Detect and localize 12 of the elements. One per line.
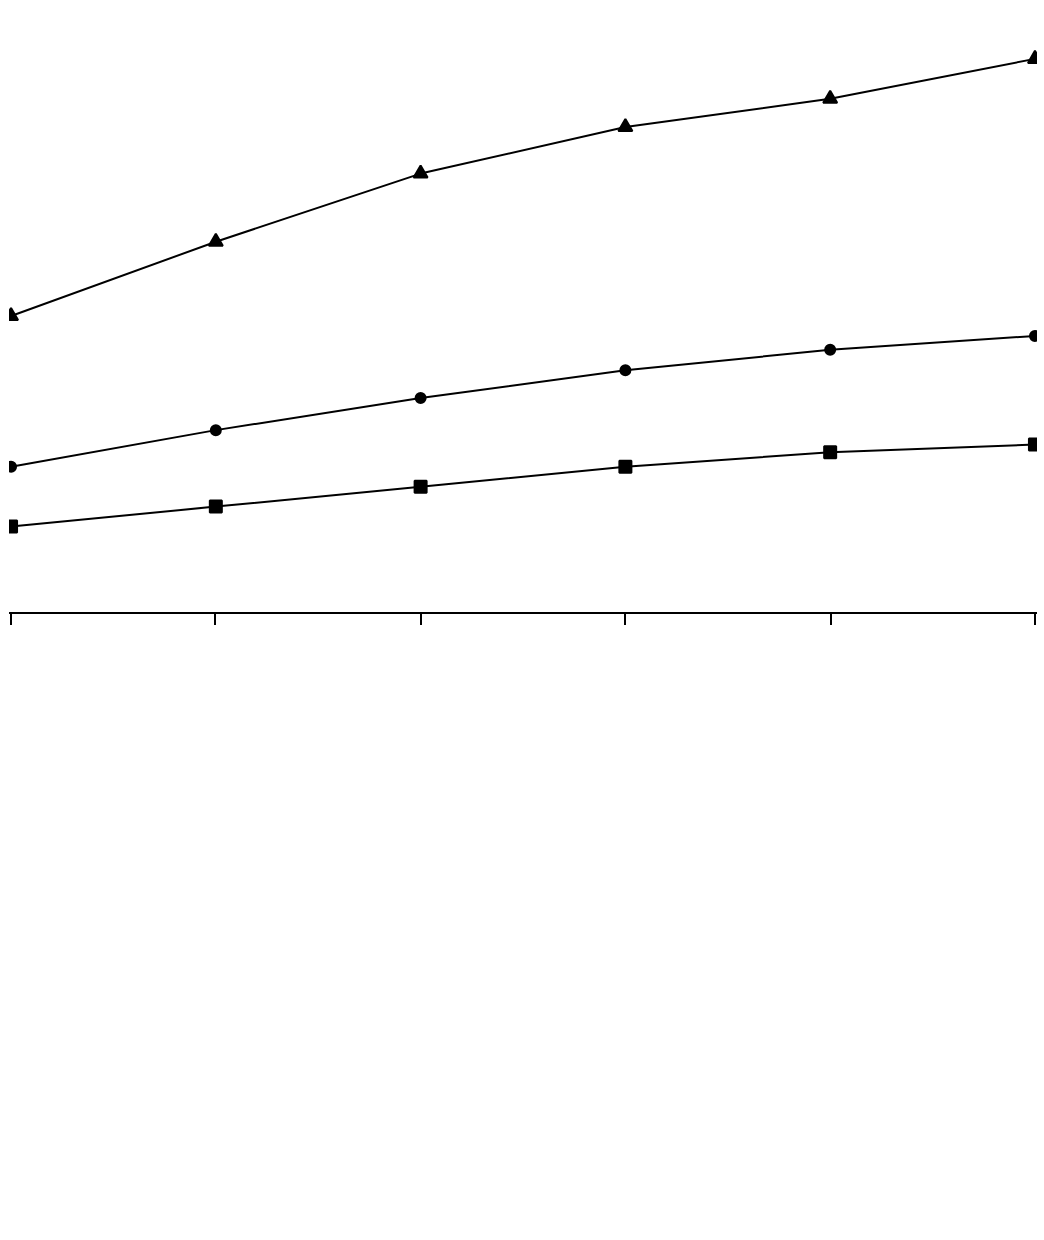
point (412, 164, 429, 179)
point (822, 89, 839, 104)
point (617, 117, 634, 133)
point (208, 499, 223, 514)
point (619, 364, 632, 377)
point (207, 232, 224, 247)
point (824, 343, 837, 356)
point (823, 445, 838, 460)
point (618, 459, 633, 474)
point (209, 424, 222, 437)
point (413, 479, 428, 494)
point (414, 392, 427, 404)
